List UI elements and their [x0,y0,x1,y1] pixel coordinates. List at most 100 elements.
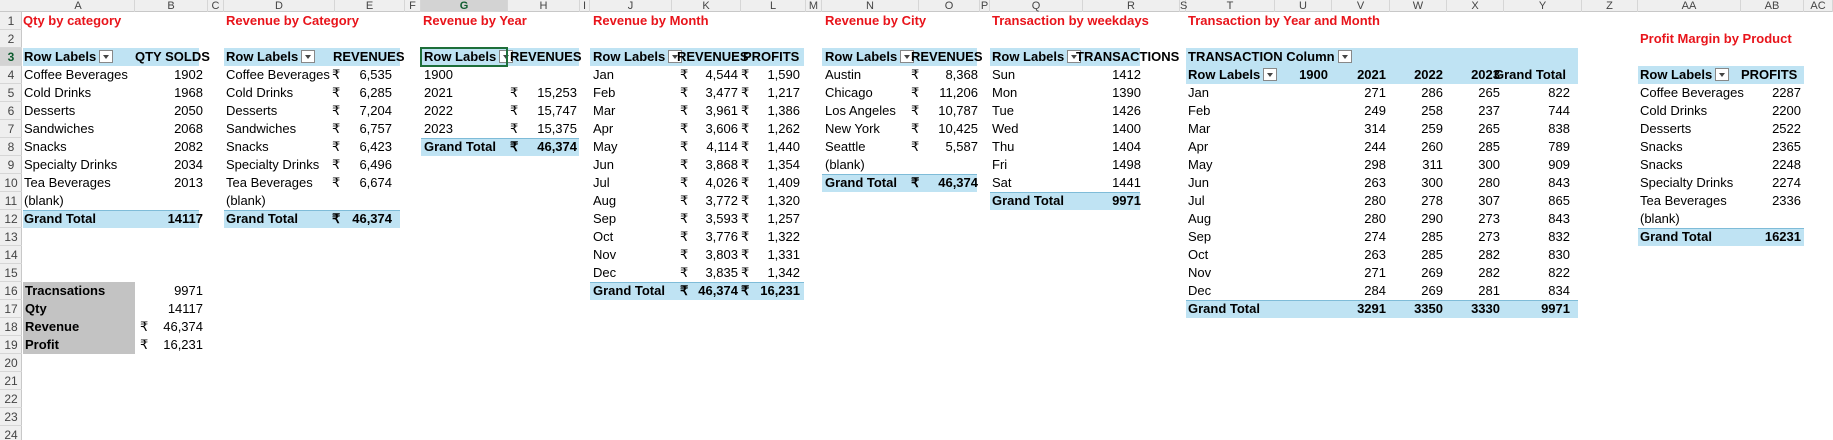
active-cell-selection[interactable] [420,47,508,67]
column-header[interactable]: Y [1504,0,1582,12]
row-header[interactable]: 21 [0,372,22,390]
row-header[interactable]: 24 [0,426,22,440]
revenue-value: 6,757 [359,121,392,136]
column-header[interactable]: T [1186,0,1275,12]
profit-value: 1,409 [767,175,800,190]
row-header[interactable]: 9 [0,156,22,174]
column-labels-header[interactable]: TRANSACTION Column [1188,48,1352,66]
row-labels-header[interactable]: Row Labels [1640,66,1740,84]
currency-symbol: ₹ [680,211,689,226]
column-header[interactable]: X [1447,0,1504,12]
transaction-count: 269 [1421,265,1443,280]
transaction-count: 832 [1548,229,1570,244]
filter-dropdown-icon[interactable] [1715,68,1730,82]
transaction-count: 822 [1548,85,1570,100]
summary-value: 14117 [167,301,203,316]
column-header[interactable]: E [335,0,405,12]
column-header[interactable]: AB [1741,0,1804,12]
column-header[interactable]: M [806,0,822,12]
transaction-count: 258 [1421,103,1443,118]
column-header[interactable]: AC [1804,0,1833,12]
row-header[interactable]: 7 [0,120,22,138]
row-header[interactable]: 6 [0,102,22,120]
transaction-count: 286 [1421,85,1443,100]
column-header[interactable]: I [580,0,590,12]
grand-total-value: 9971 [1541,301,1570,316]
column-header[interactable]: Q [990,0,1083,12]
row-header[interactable]: 17 [0,300,22,318]
column-header[interactable]: B [135,0,208,12]
filter-dropdown-icon[interactable] [99,50,114,64]
transaction-value: 1400 [1112,121,1141,136]
column-header[interactable]: K [672,0,741,12]
column-header[interactable]: D [224,0,335,12]
column-header[interactable]: Z [1582,0,1638,12]
column-header[interactable]: N [822,0,919,12]
column-header[interactable]: AA [1638,0,1741,12]
transaction-count: 789 [1548,139,1570,154]
row-labels-text: Row Labels [424,49,497,64]
filter-dropdown-icon[interactable] [1337,50,1352,64]
row-header[interactable]: 3 [0,48,22,66]
grand-total-value: 3330 [1471,301,1500,316]
column-header[interactable]: O [919,0,980,12]
row-header[interactable]: 5 [0,84,22,102]
summary-label-fill [23,282,135,354]
row-header[interactable]: 12 [0,210,22,228]
column-header[interactable]: J [590,0,672,12]
row-header[interactable]: 18 [0,318,22,336]
row-labels-text: Row Labels [24,49,97,64]
row-labels-header[interactable]: Row Labels [593,48,683,66]
filter-dropdown-icon[interactable] [301,50,316,64]
revenue-value: 3,606 [705,121,738,136]
row-header[interactable]: 1 [0,12,22,30]
column-header[interactable]: V [1332,0,1390,12]
row-header[interactable]: 20 [0,354,22,372]
filter-dropdown-icon[interactable] [668,50,683,64]
row-header[interactable]: 13 [0,228,22,246]
row-labels-header[interactable]: Row Labels [825,48,915,66]
row-labels-header[interactable]: Row Labels [24,48,134,66]
row-header[interactable]: 4 [0,66,22,84]
pivot-header-band [1186,48,1578,84]
filter-dropdown-icon[interactable] [1263,68,1278,82]
filter-dropdown-icon[interactable] [1067,50,1082,64]
column-header[interactable]: G [421,0,508,12]
column-header[interactable]: S [1180,0,1188,12]
grand-total-value: 9971 [1112,193,1141,208]
revenue-value: 6,285 [359,85,392,100]
revenue-value [340,192,392,210]
row-header[interactable]: 2 [0,30,22,48]
row-header[interactable]: 14 [0,246,22,264]
row-labels-header[interactable]: Row Labels [226,48,331,66]
currency-symbol: ₹ [332,85,341,100]
weekday-label: Wed [992,121,1019,136]
column-header[interactable]: W [1390,0,1447,12]
grand-total-value: 46,374 [698,283,738,298]
filter-dropdown-icon[interactable] [900,50,915,64]
row-header[interactable]: 16 [0,282,22,300]
currency-symbol: ₹ [680,193,689,208]
column-header[interactable]: A [22,0,135,12]
row-labels-header[interactable]: Row Labels [1188,66,1278,84]
column-header[interactable]: R [1083,0,1180,12]
column-header[interactable]: F [405,0,421,12]
row-header[interactable]: 23 [0,408,22,426]
row-labels-header[interactable]: Row Labels [992,48,1082,66]
row-header[interactable]: 8 [0,138,22,156]
row-header[interactable]: 15 [0,264,22,282]
column-header[interactable]: U [1275,0,1332,12]
row-header[interactable]: 11 [0,192,22,210]
month-label: Sep [1188,229,1212,244]
row-header[interactable]: 10 [0,174,22,192]
column-header[interactable]: C [208,0,224,12]
row-header[interactable]: 19 [0,336,22,354]
product-label: Snacks [1640,139,1683,154]
column-header[interactable]: H [508,0,580,12]
transaction-count: 271 [1364,265,1386,280]
pivot-title: Profit Margin by Product [1640,31,1792,46]
row-header[interactable]: 22 [0,390,22,408]
column-header[interactable]: L [741,0,806,12]
column-header[interactable]: P [980,0,990,12]
